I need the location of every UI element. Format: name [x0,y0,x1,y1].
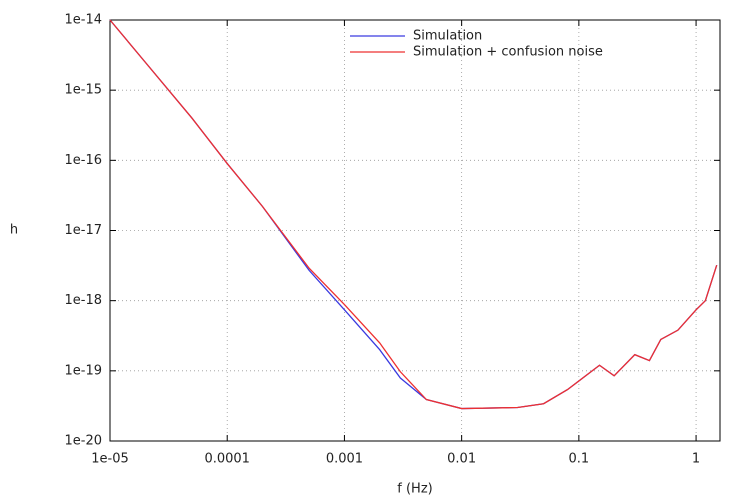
y-tick-label: 1e-20 [64,434,102,449]
y-axis-label: h [10,223,18,238]
data-line [109,19,718,410]
x-tick-label: 0.1 [569,452,590,467]
y-tick-label: 1e-18 [64,293,102,308]
x-tick-label: 1e-05 [91,452,129,467]
legend-label: Simulation [413,29,482,44]
x-tick-label: 1 [692,452,700,467]
x-tick-label: 0.001 [326,452,363,467]
y-tick-label: 1e-15 [64,83,102,98]
legend-label: Simulation + confusion noise [413,45,603,60]
x-tick-label: 0.0001 [204,452,250,467]
y-tick-label: 1e-14 [64,13,102,28]
x-tick-label: 0.01 [447,452,476,467]
y-tick-label: 1e-16 [64,153,102,168]
y-tick-label: 1e-19 [64,363,102,378]
y-tick-label: 1e-17 [64,223,102,238]
data-line [109,19,718,410]
x-axis-label: f (Hz) [397,482,432,497]
